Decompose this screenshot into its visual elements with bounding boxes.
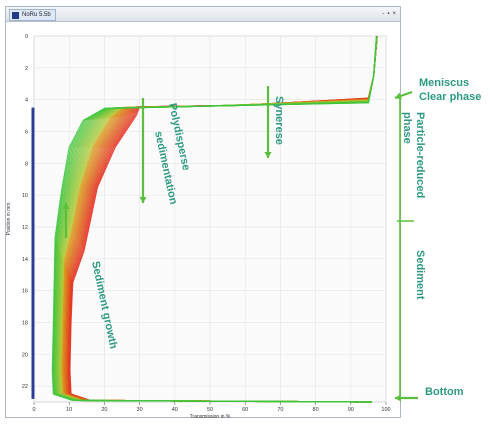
y-tick-label: 14 (22, 257, 28, 263)
x-axis-label: Transmission in % (190, 414, 231, 420)
title-bar: NoRu 5.5b - ▪ × (6, 7, 400, 22)
meniscus-label: Meniscus (419, 77, 469, 89)
maximize-button[interactable]: ▪ (387, 11, 390, 17)
x-tick-label: 30 (137, 407, 143, 413)
y-tick-label: 4 (25, 98, 28, 104)
y-tick-label: 16 (22, 289, 28, 295)
grid (33, 35, 387, 403)
close-button[interactable]: × (392, 11, 396, 17)
window-controls: - ▪ × (382, 10, 396, 18)
bottom-arrow-head (395, 394, 401, 402)
x-tick-label: 100 (381, 407, 390, 413)
x-tick-label: 10 (66, 407, 72, 413)
profile-line (51, 35, 378, 403)
x-tick-label: 20 (101, 407, 107, 413)
app-icon (12, 11, 19, 19)
meniscus-arrow-head (395, 92, 402, 100)
x-tick-label: 60 (242, 407, 248, 413)
sediment-growth-arrow-head (62, 203, 70, 209)
y-tick-label: 6 (25, 129, 28, 135)
window-title: NoRu 5.5b (22, 12, 51, 18)
window-tab[interactable]: NoRu 5.5b (9, 9, 56, 21)
particle-reduced-label-line1: Particle-reduced (414, 112, 426, 198)
x-tick-label: 40 (172, 407, 178, 413)
particle-reduced-label-line2: phase (401, 112, 413, 144)
x-tick-label: 50 (207, 407, 213, 413)
y-tick-label: 12 (22, 225, 28, 231)
clear-phase-label: Clear phase (419, 91, 481, 103)
sediment-label: Sediment (414, 250, 426, 300)
y-tick-label: 0 (25, 34, 28, 40)
x-tick-label: 0 (32, 407, 35, 413)
y-tick-label: 10 (22, 193, 28, 199)
x-tick-label: 80 (313, 407, 319, 413)
y-tick-label: 20 (22, 352, 28, 358)
bottom-label: Bottom (425, 386, 464, 398)
polydisperse-arrow-head (139, 197, 147, 203)
y-axis-label: Position in mm (6, 203, 12, 236)
transmission-profiles (51, 35, 378, 403)
x-tick-label: 90 (348, 407, 354, 413)
y-tick-label: 2 (25, 66, 28, 72)
syneresis-label: Synerese (273, 96, 285, 145)
x-tick-label: 70 (277, 407, 283, 413)
y-tick-label: 8 (25, 161, 28, 167)
syneresis-arrow-head (264, 152, 272, 158)
ticks: 0 10 20 30 40 50 60 70 80 90 100 0 2 4 6 8 10 12 14 16 18 20 2… (6, 34, 391, 420)
y-tick-label: 18 (22, 320, 28, 326)
y-tick-label: 22 (22, 384, 28, 390)
minimize-button[interactable]: - (382, 11, 385, 17)
